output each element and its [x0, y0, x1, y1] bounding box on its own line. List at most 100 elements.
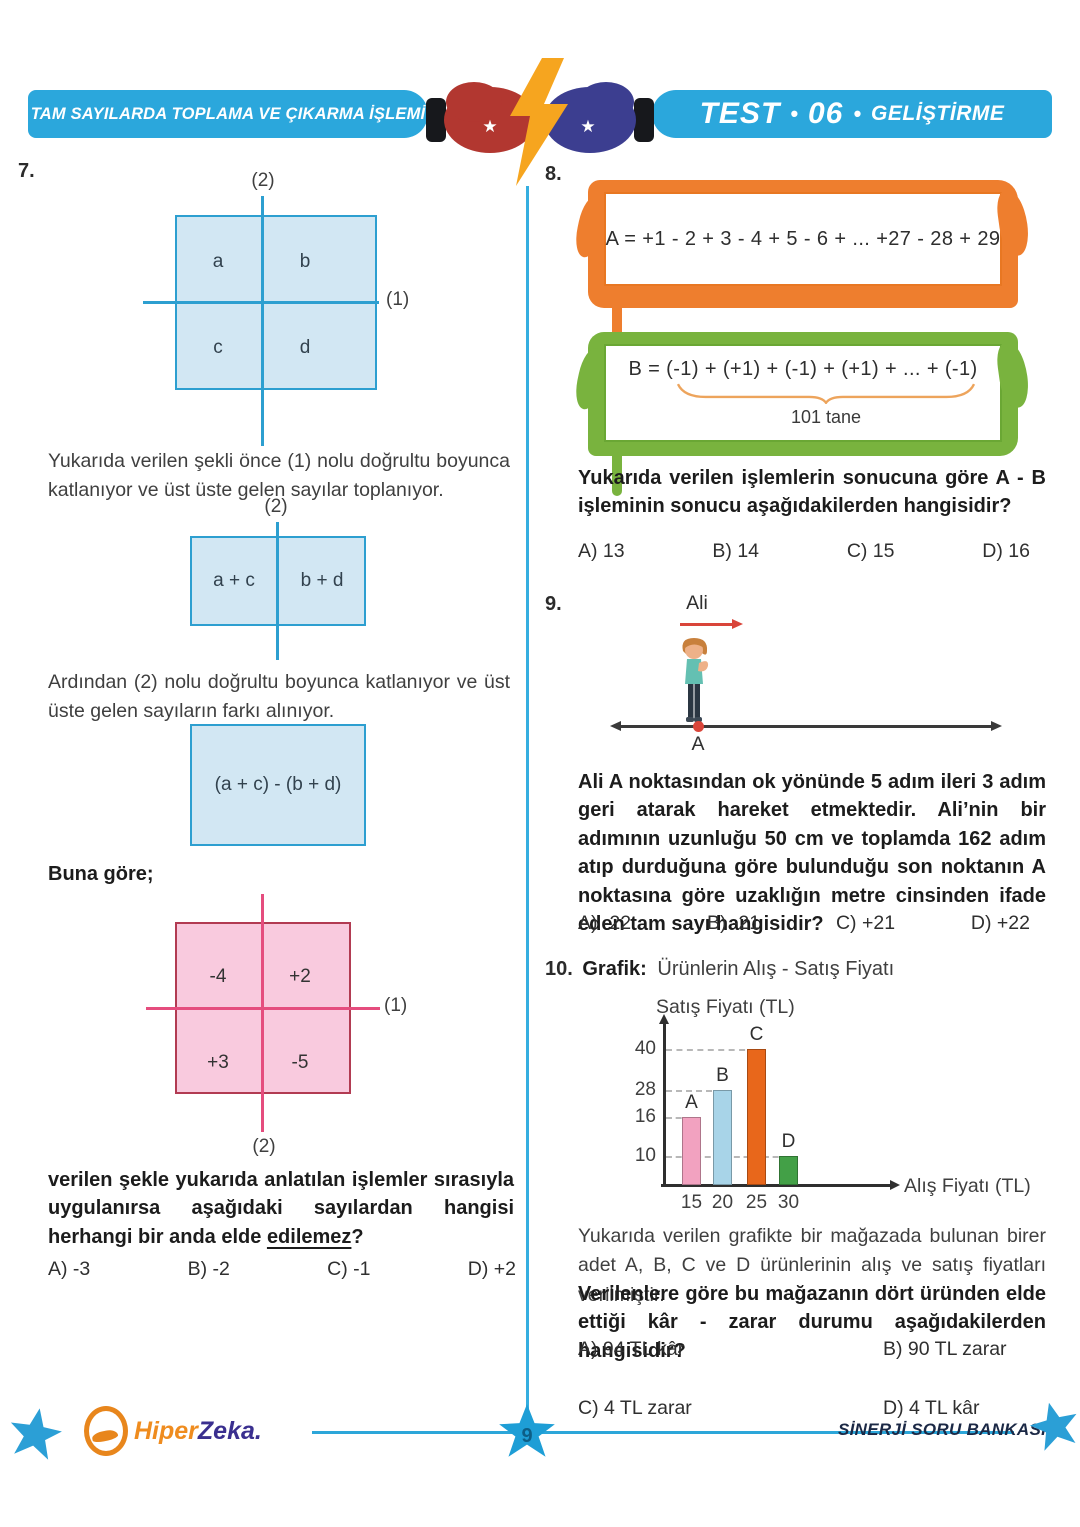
cell-a: a [212, 251, 224, 272]
logo-ring-icon [84, 1406, 128, 1456]
q7-buna-gore: Buna göre; [48, 863, 154, 885]
option-b[interactable]: B) -21 [706, 912, 761, 934]
q10-graph-label: Grafik: [582, 958, 647, 980]
q7-figure-pink-square: (1) (2) -4 +2 +3 -5 [18, 888, 530, 1180]
fold-line1-label: (1) [384, 995, 408, 1016]
page-number: 9 [521, 1424, 533, 1447]
y-tick-label: 28 [634, 1079, 656, 1100]
cell-c: c [213, 337, 223, 358]
paint-drip [612, 302, 622, 348]
cell-neg5: -5 [291, 1052, 309, 1073]
bar-label-A: A [685, 1092, 698, 1113]
option-d[interactable]: D) +2 [467, 1258, 516, 1280]
q10-prompt: Verilenlere göre bu mağazanın dört üründ… [578, 1283, 1046, 1362]
y-axis-line [663, 1024, 666, 1185]
q7-options: A) -3 B) -2 C) -1 D) +2 [48, 1258, 516, 1281]
y-axis-title: Satış Fiyatı (TL) [656, 996, 795, 1018]
option-c[interactable]: C) 15 [846, 540, 895, 562]
fold-line2-label: (2) [252, 1136, 276, 1157]
q8-expression-a-frame: A = +1 - 2 + 3 - 4 + 5 - 6 + ... +27 - 2… [588, 180, 1018, 348]
x-axis-title: Alış Fiyatı (TL) [904, 1175, 1031, 1197]
x-tick-label: 25 [745, 1192, 768, 1213]
q9-number: 9. [545, 593, 562, 615]
q9-options: A) -22 B) -21 C) +21 D) +22 [578, 912, 1030, 935]
expression-a: A = +1 - 2 + 3 - 4 + 5 - 6 + ... +27 - 2… [605, 227, 1001, 250]
option-a[interactable]: A) 94 TL kâr [578, 1338, 685, 1360]
direction-arrow-head-icon [732, 618, 743, 629]
cell-b: b [299, 251, 311, 272]
option-c[interactable]: C) 4 TL zarar [578, 1397, 692, 1419]
q10-graph-title: Ürünlerin Alış - Satış Fiyatı [657, 958, 895, 980]
test-type: GELİŞTİRME [871, 102, 1005, 125]
option-d[interactable]: D) 16 [982, 540, 1030, 562]
test-word: TEST [699, 97, 781, 130]
hiperzeka-logo: HiperZeka. [84, 1406, 262, 1456]
fold-line2-label: (2) [251, 170, 275, 191]
paint-drip [612, 450, 622, 496]
cell-pos3: +3 [207, 1052, 229, 1073]
cell-d: d [299, 337, 311, 358]
option-d[interactable]: D) +22 [970, 912, 1030, 934]
svg-text:★: ★ [580, 117, 595, 136]
bar-C [747, 1049, 766, 1185]
q7-prompt-question-mark: ? [351, 1225, 364, 1248]
expression-b: B = (-1) + (+1) + (-1) + (+1) + ... + (-… [628, 358, 978, 380]
direction-arrow [680, 623, 734, 626]
brace-count-label: 101 tane [790, 407, 862, 427]
option-b[interactable]: B) -2 [187, 1258, 230, 1280]
point-a-label: A [691, 733, 705, 755]
x-axis-arrow-icon [890, 1180, 900, 1190]
q10-number: 10. [545, 958, 573, 980]
q8-expression-b-frame: B = (-1) + (+1) + (-1) + (+1) + ... + (-… [588, 332, 1018, 496]
option-b[interactable]: B) 90 TL zarar [883, 1338, 1007, 1360]
q7-paragraph-2: Ardından (2) nolu doğrultu boyunca katla… [48, 671, 510, 723]
logo-hiper: Hiper [134, 1416, 198, 1445]
y-axis-arrow-icon [659, 1014, 669, 1024]
logo-text: HiperZeka. [134, 1417, 262, 1446]
q8-prompt: Yukarıda verilen işlemlerin sonucuna gör… [578, 467, 1046, 518]
bar-label-B: B [716, 1065, 729, 1086]
q7-figure-after-fold1: (2) a + c b + d [18, 496, 530, 662]
bullet-icon: • [853, 101, 862, 126]
q7-figure-folded-square: (2) (1) a b c d [18, 170, 530, 450]
cell-neg4: -4 [209, 966, 227, 987]
option-b[interactable]: B) 14 [712, 540, 760, 562]
option-a[interactable]: A) -22 [578, 912, 632, 934]
option-a[interactable]: A) -3 [48, 1258, 91, 1280]
x-tick-label: 30 [777, 1192, 800, 1213]
y-tick-label: 40 [634, 1038, 656, 1059]
boxing-gloves-lightning-icon: ★ ★ [418, 58, 662, 188]
topic-title: TAM SAYILARDA TOPLAMA VE ÇIKARMA İŞLEMİ [30, 104, 426, 123]
logo-zeka: Zeka. [197, 1416, 262, 1445]
x-tick-label: 20 [711, 1192, 734, 1213]
option-a[interactable]: A) 13 [578, 540, 625, 562]
q9-number-line-figure: Ali A [560, 592, 1020, 760]
bar-label-C: C [749, 1024, 764, 1045]
ali-figure [672, 636, 716, 729]
q7-prompt-text: verilen şekle yukarıda anlatılan işlemle… [48, 1169, 514, 1248]
expression-a-box: A = +1 - 2 + 3 - 4 + 5 - 6 + ... +27 - 2… [604, 192, 1002, 286]
svg-text:★: ★ [482, 117, 497, 136]
underbrace-icon [676, 382, 976, 406]
bar-A [682, 1117, 701, 1185]
fold-line-vertical [261, 894, 264, 1132]
q7-figure-result-box: (a + c) - (b + d) [190, 724, 366, 846]
fold-line-horizontal [143, 301, 379, 304]
cell-b-plus-d: b + d [300, 570, 344, 591]
bullet-icon: • [790, 101, 798, 126]
option-c[interactable]: C) +21 [835, 912, 896, 934]
x-tick-label: 15 [680, 1192, 703, 1213]
q7-prompt: verilen şekle yukarıda anlatılan işlemle… [48, 1166, 514, 1251]
column-divider [526, 186, 529, 1414]
fold-line-vertical [261, 196, 264, 446]
number-line-right-arrow-icon [991, 720, 1002, 731]
option-d[interactable]: D) 4 TL kâr [883, 1397, 980, 1419]
gridline [666, 1156, 798, 1158]
y-tick-label: 10 [634, 1145, 656, 1166]
q8-options: A) 13 B) 14 C) 15 D) 16 [578, 540, 1030, 563]
bar-D [779, 1156, 798, 1185]
cell-pos2: +2 [289, 966, 311, 987]
test-number: 06 [807, 97, 844, 130]
option-c[interactable]: C) -1 [327, 1258, 371, 1280]
publisher-brand: SİNERJİ SORU BANKASI [838, 1420, 1047, 1439]
